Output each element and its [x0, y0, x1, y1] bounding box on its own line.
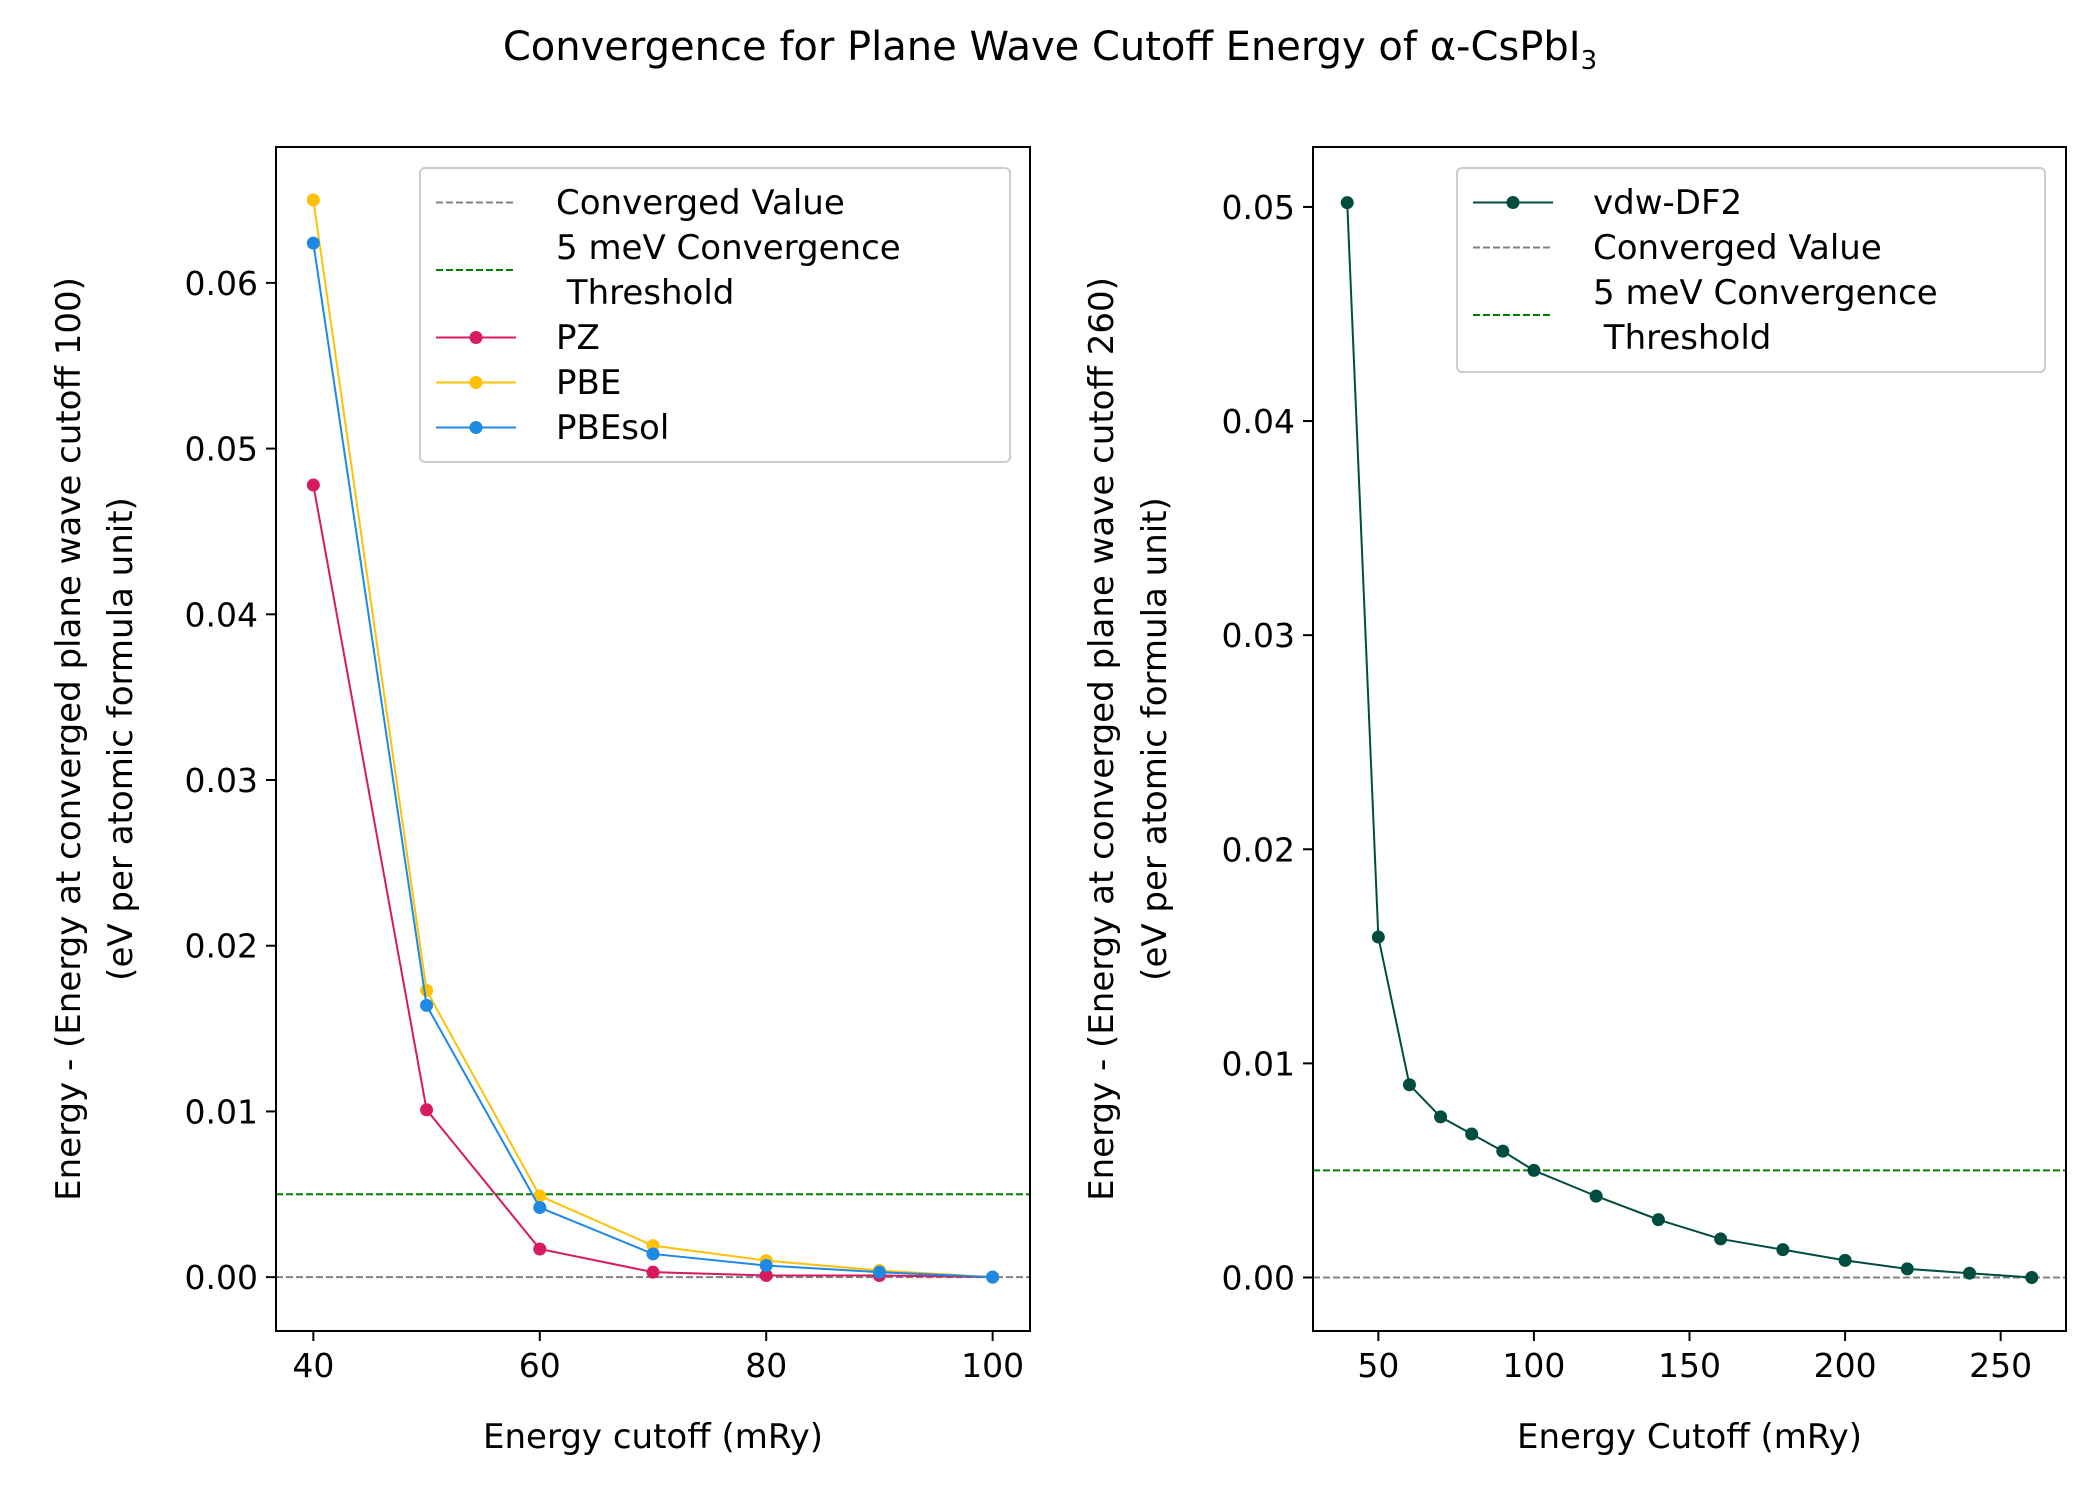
- data-point-vdw-df2: [1589, 1189, 1603, 1203]
- legend-label: Converged Value: [556, 183, 845, 223]
- data-point-pbesol: [759, 1259, 773, 1273]
- data-point-pbesol: [420, 998, 434, 1012]
- legend-marker-vdw-df2: [1506, 196, 1520, 209]
- legend-label-line: vdw-DF2: [1593, 183, 1742, 223]
- axes-frame: [275, 146, 1031, 1332]
- data-point-vdw-df2: [1434, 1110, 1448, 1124]
- data-point-pbesol: [872, 1265, 886, 1279]
- data-point-vdw-df2: [1496, 1144, 1510, 1158]
- data-point-pz: [759, 1268, 773, 1282]
- x-tick-label: 100: [1502, 1346, 1565, 1385]
- legend-label-line: Converged Value: [556, 183, 845, 223]
- x-tick-label: 50: [1357, 1346, 1399, 1385]
- y-axis-label-units: (eV per atomic formula unit): [1135, 497, 1175, 981]
- x-tick-label: 250: [1969, 1346, 2032, 1385]
- x-tick-label: 40: [292, 1346, 334, 1385]
- y-axis-label: Energy - (Energy at converged plane wave…: [1082, 277, 1122, 1201]
- series-pbesol: [306, 236, 1000, 1284]
- legend: vdw-DF2 Converged Value 5 meV Convergence …: [1456, 167, 2046, 373]
- y-tick-label: 0.01: [185, 1092, 258, 1131]
- data-point-pbesol: [646, 1247, 660, 1261]
- x-axis-label: Energy Cutoff (mRy): [1517, 1417, 1862, 1457]
- chart-panel-2: 50 100 150 200 250 0.00 0.01 0.02 0.03 0.04 0.05 En…: [1082, 146, 2067, 1457]
- legend-box: [1456, 167, 2046, 373]
- data-point-vdw-df2: [1651, 1213, 1665, 1227]
- y-tick-label: 0.00: [1222, 1258, 1295, 1297]
- y-tick-label: 0.03: [185, 761, 258, 800]
- y-axis-label-units: (eV per atomic formula unit): [101, 497, 141, 981]
- legend-label-line: PBE: [556, 363, 621, 403]
- y-tick-label: 0.01: [1222, 1044, 1295, 1083]
- y-tick-label: 0.04: [185, 595, 258, 634]
- legend-label-line: PZ: [556, 318, 600, 358]
- chart-panel-1: 40 60 80 100 0.00 0.01 0.02 0.03 0.04 0.05 0.06 Ene…: [49, 146, 1031, 1457]
- legend-label-line: PBEsol: [556, 408, 669, 448]
- legend-label: 5 meV Convergence Threshold: [1593, 273, 1938, 358]
- figure-title-text: Convergence for Plane Wave Cutoff Energy…: [502, 24, 1581, 70]
- legend: Converged Value 5 meV Convergence Thresho…: [419, 167, 1011, 463]
- series-line-pz: [312, 484, 993, 1279]
- y-axis-label: Energy - (Energy at converged plane wave…: [49, 277, 89, 1201]
- legend-marker-pbe: [469, 376, 483, 389]
- x-tick-label: 80: [745, 1346, 787, 1385]
- data-point-vdw-df2: [1371, 930, 1385, 944]
- x-tick-label: 200: [1814, 1346, 1877, 1385]
- data-point-vdw-df2: [1465, 1127, 1479, 1141]
- legend-box: [419, 167, 1011, 463]
- data-point-pbesol: [533, 1201, 547, 1215]
- x-tick-label: 60: [519, 1346, 561, 1385]
- series-vdw-df2: [1340, 196, 2039, 1284]
- legend-label-line: 5 meV Convergence: [1593, 273, 1938, 313]
- data-point-vdw-df2: [1776, 1243, 1790, 1257]
- y-tick-label: 0.02: [1222, 830, 1295, 869]
- data-point-pbe: [533, 1189, 547, 1203]
- legend-label-line: Converged Value: [1593, 228, 1882, 268]
- y-tick-label: 0.04: [1222, 402, 1295, 441]
- data-point-pz: [420, 1103, 434, 1117]
- data-point-pbesol: [306, 236, 320, 250]
- x-tick-label: 150: [1658, 1346, 1721, 1385]
- y-tick-label: 0.05: [185, 430, 258, 469]
- legend-marker-pz: [469, 331, 483, 344]
- data-point-vdw-df2: [1340, 196, 1354, 210]
- figure-title-subscript: 3: [1580, 46, 1598, 76]
- data-point-pz: [646, 1265, 660, 1279]
- figure-title: Convergence for Plane Wave Cutoff Energy…: [0, 24, 2100, 76]
- data-point-pbe: [306, 193, 320, 207]
- data-point-vdw-df2: [1527, 1163, 1541, 1177]
- legend-label: Converged Value: [1593, 228, 1882, 268]
- legend-marker-pbesol: [469, 421, 483, 434]
- legend-label-line: 5 meV Convergence: [556, 228, 901, 268]
- y-tick-label: 0.00: [185, 1258, 258, 1297]
- x-axis-label: Energy cutoff (mRy): [483, 1417, 823, 1457]
- legend-label: 5 meV Convergence Threshold: [556, 228, 901, 313]
- data-point-vdw-df2: [1963, 1266, 1977, 1280]
- legend-label: PZ: [556, 318, 600, 358]
- x-tick-label: 100: [961, 1346, 1024, 1385]
- y-tick-label: 0.06: [185, 264, 258, 303]
- data-point-pbe: [420, 983, 434, 997]
- legend-label: PBE: [556, 363, 621, 403]
- legend-label: PBEsol: [556, 408, 669, 448]
- data-point-vdw-df2: [2025, 1270, 2039, 1284]
- data-point-vdw-df2: [1838, 1253, 1852, 1267]
- y-tick-label: 0.02: [185, 927, 258, 966]
- legend-label-line: Threshold: [556, 273, 734, 313]
- legend-label-line: Threshold: [1593, 318, 1771, 358]
- data-point-vdw-df2: [1714, 1232, 1728, 1246]
- data-point-pbesol: [986, 1270, 1000, 1284]
- y-tick-label: 0.05: [1222, 188, 1295, 227]
- legend-label: vdw-DF2: [1593, 183, 1742, 223]
- data-point-vdw-df2: [1402, 1078, 1416, 1092]
- y-tick-label: 0.03: [1222, 616, 1295, 655]
- data-point-pz: [306, 478, 320, 492]
- data-point-pz: [533, 1242, 547, 1256]
- data-point-vdw-df2: [1900, 1262, 1914, 1276]
